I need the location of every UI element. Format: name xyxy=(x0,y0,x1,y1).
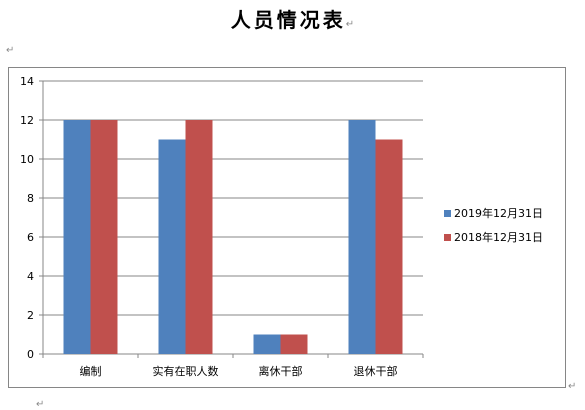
title-paragraph-mark: ↵ xyxy=(345,19,355,30)
bar xyxy=(375,139,403,354)
x-tick-label: 退休干部 xyxy=(354,364,398,378)
y-tick-label: 10 xyxy=(20,153,34,166)
bar xyxy=(253,334,281,354)
y-tick-label: 2 xyxy=(27,309,34,322)
bar xyxy=(280,334,308,354)
x-tick-label: 编制 xyxy=(80,364,102,378)
bar xyxy=(90,120,118,354)
y-tick-label: 6 xyxy=(27,231,34,244)
paragraph-mark-bottom: ↵ xyxy=(36,399,45,410)
chart-frame xyxy=(8,67,566,388)
bar xyxy=(158,139,186,354)
x-tick-label: 实有在职人数 xyxy=(153,364,219,378)
document-title: 人员情况表↵ xyxy=(0,4,585,33)
y-tick-label: 14 xyxy=(20,75,34,88)
legend-swatch xyxy=(444,234,451,241)
bar xyxy=(63,120,91,354)
paragraph-mark-chart-end: ↵ xyxy=(568,381,577,392)
x-tick-label: 离休干部 xyxy=(259,364,303,378)
y-tick-label: 12 xyxy=(20,114,34,127)
document-title-text: 人员情况表 xyxy=(230,8,346,32)
legend-label: 2018年12月31日 xyxy=(454,230,543,244)
legend-swatch xyxy=(444,210,451,217)
bar xyxy=(185,120,213,354)
bar xyxy=(348,120,376,354)
y-tick-label: 8 xyxy=(27,192,34,205)
paragraph-mark: ↵ xyxy=(6,45,15,56)
legend-label: 2019年12月31日 xyxy=(454,206,543,220)
y-tick-label: 4 xyxy=(27,270,34,283)
y-tick-label: 0 xyxy=(27,348,34,361)
